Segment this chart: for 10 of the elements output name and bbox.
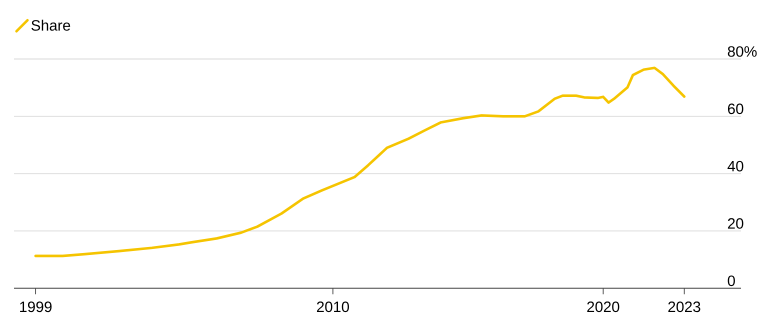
x-tick-label: 2020 xyxy=(587,302,620,312)
y-tick-label: 0 xyxy=(728,275,735,286)
y-tick-label: 40 xyxy=(728,160,744,172)
y-tick-label: 20 xyxy=(728,218,744,229)
x-tick-label: 1999 xyxy=(20,302,52,312)
legend-label: Share xyxy=(31,20,70,31)
y-tick-label: 60 xyxy=(728,104,744,114)
y-tick-label: 80% xyxy=(728,46,757,57)
x-tick-label: 2010 xyxy=(316,302,349,312)
x-tick-label: 2023 xyxy=(668,302,700,312)
